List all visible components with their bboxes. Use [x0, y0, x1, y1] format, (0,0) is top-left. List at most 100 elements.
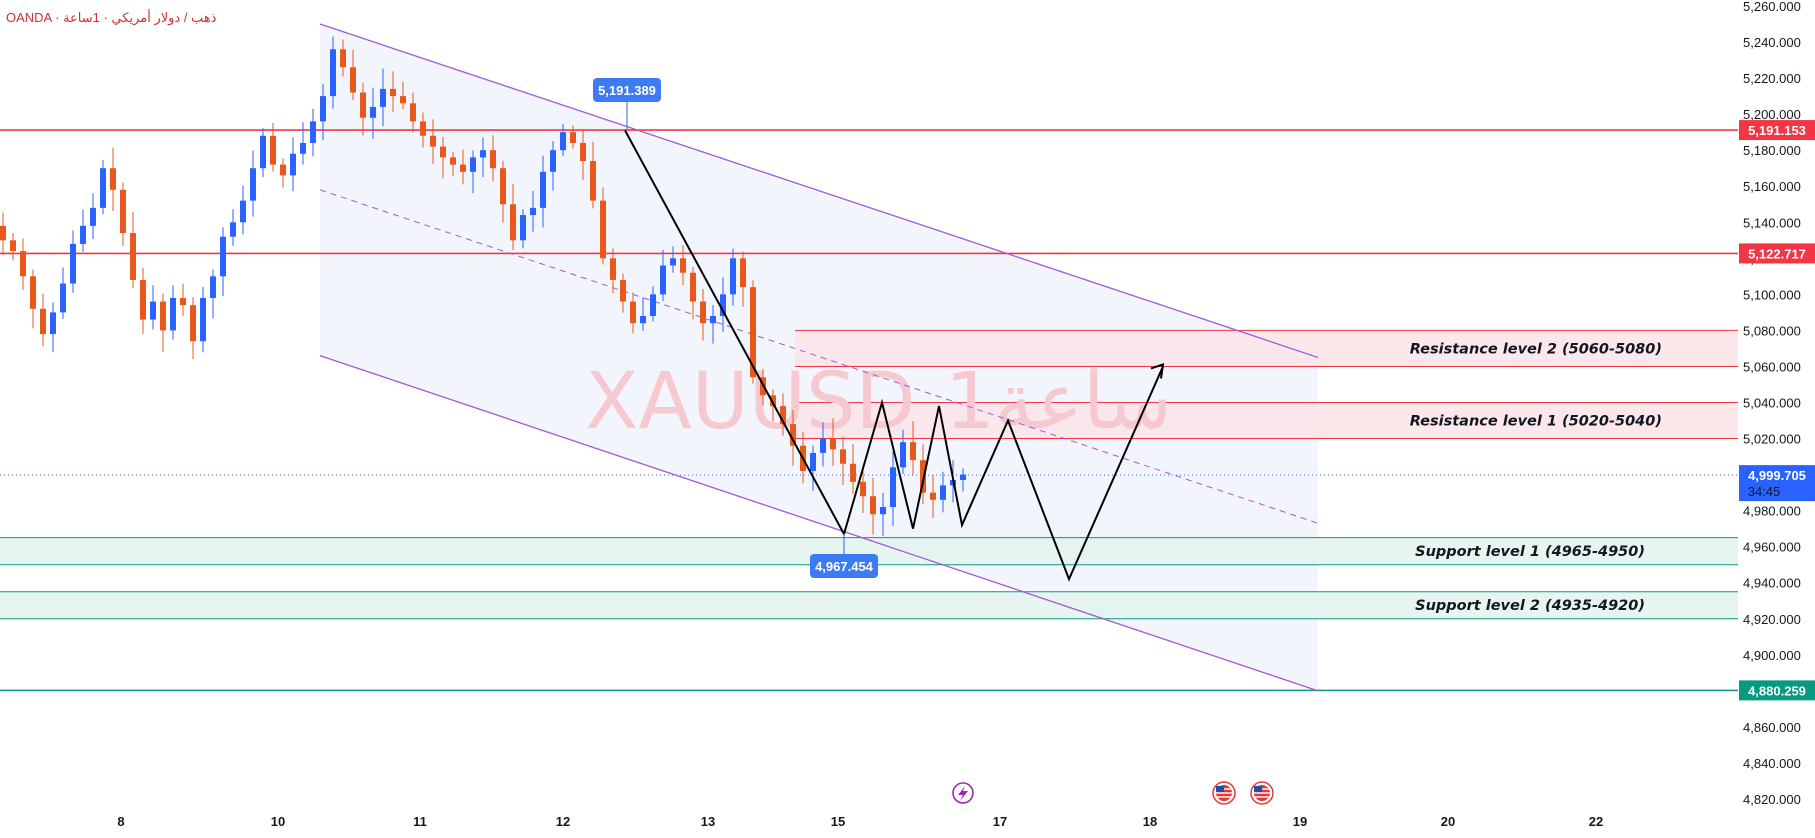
channel-upper-line — [319, 23, 1319, 359]
candle-body — [460, 164, 466, 172]
price-tag-label: 4,880.259 — [1748, 683, 1806, 698]
candle-body — [430, 135, 436, 147]
candle-body — [610, 258, 616, 280]
candle-body — [450, 157, 456, 165]
price-tag — [1739, 243, 1815, 264]
callout-value: 4,967.454 — [815, 559, 874, 574]
candle-body — [410, 103, 416, 122]
time-tick-label: 22 — [1589, 814, 1603, 829]
candle-body — [260, 135, 266, 169]
candle-body — [720, 294, 726, 316]
flag-canton — [1216, 786, 1224, 792]
candle-body — [140, 279, 146, 320]
watermark-timeframe: 1ساعة — [945, 357, 1172, 447]
time-tick-label: 18 — [1143, 814, 1157, 829]
candle-body — [160, 301, 166, 331]
price-tick-label: 5,080.000 — [1743, 323, 1801, 338]
candle-body — [340, 49, 346, 68]
candle-body — [860, 481, 866, 497]
candle-body — [690, 272, 696, 302]
candle-body — [750, 287, 756, 378]
projection-arrowhead — [1150, 362, 1165, 379]
candle-body — [130, 233, 136, 280]
candle-body — [740, 258, 746, 288]
candle-body — [240, 200, 246, 223]
candle-body — [110, 168, 116, 190]
candle-body — [730, 258, 736, 295]
candle-body — [890, 467, 896, 508]
price-tick-label: 5,020.000 — [1743, 432, 1801, 447]
price-tag-label: 5,191.153 — [1748, 123, 1806, 138]
candle-body — [900, 442, 906, 468]
flag-canton — [1254, 786, 1262, 792]
candle-body — [180, 297, 186, 306]
support-zone-label: Support level 2 (4935-4920) — [1415, 598, 1645, 614]
price-tick-label: 5,160.000 — [1743, 179, 1801, 194]
channel-lower-line — [319, 355, 1319, 692]
candle-body — [700, 301, 706, 324]
candle-body — [0, 225, 6, 241]
symbol-name: ذهب / دولار أمريكي — [111, 10, 217, 25]
candle-body — [850, 463, 856, 482]
price-tick-label: 5,180.000 — [1743, 143, 1801, 158]
candle-body — [530, 207, 536, 216]
zone-box — [795, 402, 1738, 439]
candle-body — [580, 142, 586, 161]
candle-body — [810, 452, 816, 471]
candle-body — [630, 301, 636, 324]
resistance-zone-label: Resistance level 2 (5060-5080) — [1410, 341, 1662, 357]
candle-body — [670, 258, 676, 266]
candle-body — [550, 150, 556, 172]
broker-name: OANDA — [6, 10, 52, 25]
price-axis: 5,260.000 5,240.000 5,220.000 5,200.000 5,18… — [1738, 0, 1815, 838]
candle-body — [510, 204, 516, 241]
chart-title: OANDA · ذهب / دولار أمريكي · 1ساعة — [6, 10, 216, 26]
candle-body — [230, 222, 236, 237]
candle-body — [840, 449, 846, 464]
candles — [0, 36, 966, 536]
candle-body — [30, 276, 36, 309]
candle-body — [390, 88, 396, 97]
time-tick-label: 19 — [1293, 814, 1307, 829]
price-tick-label: 5,040.000 — [1743, 395, 1801, 410]
time-tick-label: 13 — [701, 814, 715, 829]
price-tick-label: 5,260.000 — [1743, 0, 1801, 14]
price-tick-label: 4,940.000 — [1743, 576, 1801, 591]
candle-body — [250, 168, 256, 201]
candle-body — [650, 294, 656, 316]
support-zone-label: Support level 1 (4965-4950) — [1415, 544, 1645, 560]
candle-body — [520, 215, 526, 241]
title-separator-2: · — [99, 10, 112, 25]
candle-body — [220, 236, 226, 277]
last-price-tag — [1739, 465, 1815, 502]
candle-body — [320, 96, 326, 122]
candle-body — [190, 305, 196, 342]
candle-body — [270, 135, 276, 165]
swing-low-callout: 4,967.454 — [810, 533, 878, 578]
candle-body — [600, 200, 606, 259]
us-flag-icon — [1212, 781, 1236, 805]
candle-body — [680, 258, 686, 273]
candle-body — [940, 485, 946, 500]
candle-body — [770, 395, 776, 407]
candle-body — [710, 315, 716, 324]
price-tick-label: 4,920.000 — [1743, 612, 1801, 627]
price-tick-label: 4,840.000 — [1743, 756, 1801, 771]
price-tag-label: 5,122.717 — [1748, 246, 1806, 261]
swing-high-callout: 5,191.389 — [593, 78, 661, 130]
candle-body — [360, 92, 366, 118]
candle-body — [170, 297, 176, 331]
candle-body — [560, 132, 566, 151]
callout-value: 5,191.389 — [598, 83, 656, 98]
us-flag-icon — [1250, 781, 1274, 805]
candle-body — [790, 424, 796, 446]
candle-body — [380, 88, 386, 107]
zone-box — [0, 591, 1738, 619]
time-tick-label: 15 — [831, 814, 845, 829]
time-tick-label: 8 — [117, 814, 124, 829]
price-tick-label: 4,980.000 — [1743, 504, 1801, 519]
candle-body — [400, 96, 406, 104]
time-tick-label: 11 — [413, 814, 427, 829]
candle-body — [210, 276, 216, 298]
